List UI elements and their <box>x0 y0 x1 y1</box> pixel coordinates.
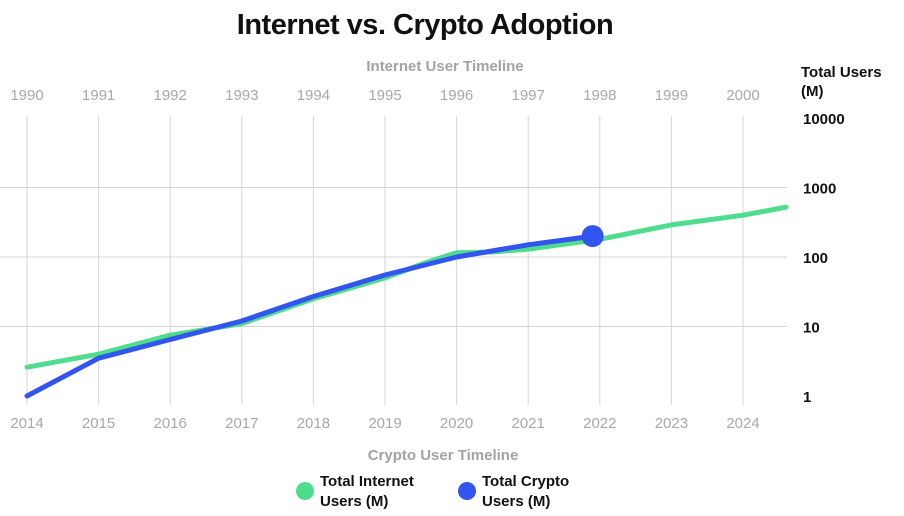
y-axis-title-line-2: (M) <box>801 83 824 100</box>
bottom-axis-tick-label: 2024 <box>726 415 759 432</box>
bottom-axis-tick-label: 2020 <box>440 415 473 432</box>
legend-swatch-internet <box>296 482 314 500</box>
legend-label-internet-line-2: Users (M) <box>320 493 388 510</box>
y-axis-tick-label: 1000 <box>803 181 836 198</box>
top-axis-tick-label: 1999 <box>655 87 688 104</box>
legend-label-internet-line-1: Total Internet <box>320 473 414 490</box>
legend: Total Internet Users (M) Total Crypto Us… <box>296 473 569 510</box>
top-axis-tick-label: 1998 <box>583 87 616 104</box>
y-axis-tick-label: 10 <box>803 320 820 337</box>
bottom-axis-tick-label: 2021 <box>512 415 545 432</box>
bottom-axis-tick-label: 2014 <box>10 415 43 432</box>
series-line-crypto-users <box>24 233 596 399</box>
y-axis-tick-label: 100 <box>803 250 828 267</box>
top-axis-tick-label: 1993 <box>225 87 258 104</box>
bottom-axis-label: Crypto User Timeline <box>368 447 519 464</box>
crypto-current-point-marker <box>581 225 604 248</box>
legend-label-crypto-line-1: Total Crypto <box>482 473 569 490</box>
bottom-axis-tick-label: 2018 <box>297 415 330 432</box>
bottom-axis-tick-label: 2023 <box>655 415 688 432</box>
series-line-internet-users <box>24 204 789 370</box>
top-axis-tick-label: 1990 <box>10 87 43 104</box>
top-axis-tick-label: 1997 <box>512 87 545 104</box>
y-axis-tick-label: 10000 <box>803 111 845 128</box>
legend-label-crypto-line-2: Users (M) <box>482 493 550 510</box>
top-axis-tick-label: 1996 <box>440 87 473 104</box>
bottom-axis-tick-label: 2022 <box>583 415 616 432</box>
top-axis-tick-label: 2000 <box>726 87 759 104</box>
chart-title: Internet vs. Crypto Adoption <box>237 9 613 41</box>
bottom-axis-tick-label: 2015 <box>82 415 115 432</box>
y-axis-title-line-1: Total Users <box>801 64 882 81</box>
axis-ticks: 1990 1991 1992 1993 1994 1995 1996 1997 1998 1999… <box>10 87 844 432</box>
bottom-axis-tick-label: 2017 <box>225 415 258 432</box>
top-axis-tick-label: 1995 <box>368 87 401 104</box>
top-axis-label: Internet User Timeline <box>366 58 523 75</box>
bottom-axis-tick-label: 2016 <box>154 415 187 432</box>
top-axis-tick-label: 1992 <box>154 87 187 104</box>
legend-swatch-crypto <box>458 482 476 500</box>
top-axis-tick-label: 1994 <box>297 87 330 104</box>
top-axis-tick-label: 1991 <box>82 87 115 104</box>
grid <box>0 116 787 405</box>
series-layer <box>24 204 789 399</box>
bottom-axis-tick-label: 2019 <box>368 415 401 432</box>
y-axis-tick-label: 1 <box>803 389 811 406</box>
